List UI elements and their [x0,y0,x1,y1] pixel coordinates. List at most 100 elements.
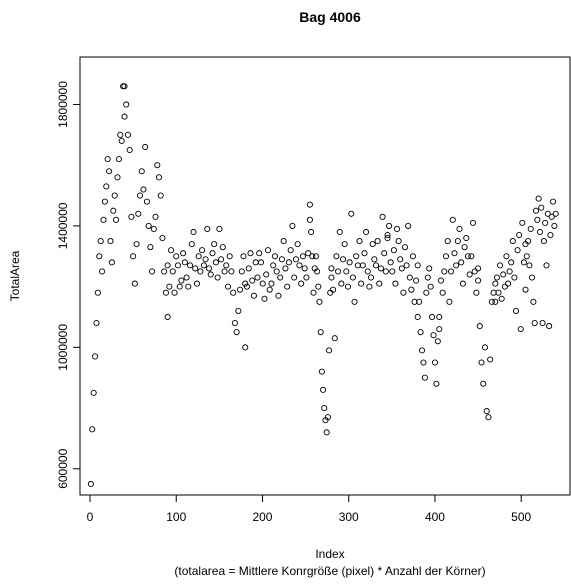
data-point [519,219,526,226]
data-point [356,238,363,245]
data-point [264,247,272,254]
data-point [164,262,171,269]
data-point [149,268,156,275]
data-point [296,262,303,269]
data-point [178,277,185,284]
data-point [504,280,512,287]
data-points [87,83,559,488]
data-point [263,271,270,278]
data-point [382,268,389,275]
x-axis-note: (totalarea = Mittlere Konrgröße (pixel) … [174,564,485,578]
data-point [147,244,154,251]
data-point [359,262,366,269]
data-point [308,228,315,236]
data-point [392,280,399,287]
y-axis-label: TotalArea [8,250,22,301]
data-point [104,156,111,163]
data-point [190,228,197,236]
data-point [426,265,433,272]
data-point [195,253,202,260]
data-point [544,210,551,217]
data-point [320,386,327,393]
data-point [335,268,342,275]
data-point [511,274,518,281]
data-point [536,228,543,236]
data-point [130,253,137,260]
data-point [301,265,308,272]
data-point [538,204,545,211]
data-point [124,131,131,138]
data-point [186,262,194,269]
data-point [150,225,157,232]
data-point [252,259,259,266]
data-point [331,335,338,342]
data-point [405,222,412,229]
data-point [416,298,423,305]
data-point [310,289,317,296]
data-point [270,262,277,269]
data-point [324,414,331,421]
data-point [180,250,187,257]
data-point [181,259,188,266]
data-point [257,259,265,266]
plot-frame [79,56,571,496]
data-point [389,268,396,275]
data-point [93,320,100,327]
data-point [371,256,378,263]
data-point [219,244,226,251]
data-point [403,262,410,269]
data-point [211,241,218,248]
data-point [436,313,443,321]
data-point [364,268,371,275]
data-point [525,238,532,245]
data-point [501,283,508,290]
data-point [429,313,436,321]
data-point [453,262,460,269]
x-axis: 0 100 200 300 400 500 [87,495,532,524]
data-point [423,289,430,296]
data-point [117,131,124,138]
data-point [327,289,334,296]
data-point [374,238,381,245]
data-point [140,186,147,193]
data-point [508,259,515,266]
data-point [316,298,323,305]
data-point [397,256,404,263]
data-point [468,253,475,260]
data-point [466,271,473,278]
data-point [495,289,502,296]
data-point [551,222,558,229]
data-point [323,429,330,436]
data-point [532,207,540,214]
data-point [159,235,166,242]
data-point [534,216,541,223]
data-point [363,228,370,236]
data-point [451,250,458,257]
data-point [490,289,497,296]
x-tick-label: 400 [425,510,445,524]
data-point [354,262,361,269]
data-point [381,250,388,257]
data-point [242,344,249,351]
data-point [330,286,337,293]
data-point [110,207,117,214]
data-point [271,253,278,260]
data-point [483,408,490,415]
data-point [285,259,292,266]
data-point [394,225,401,232]
data-point [543,262,550,269]
data-point [417,329,424,336]
data-point [99,268,106,275]
data-point [96,253,103,260]
data-point [369,241,376,248]
data-point [427,283,434,290]
data-point [456,225,463,232]
data-point [475,265,482,272]
data-point [420,359,427,366]
data-point [136,192,144,199]
data-point [516,231,523,239]
data-point [406,274,413,281]
data-point [207,271,214,278]
data-point [376,280,383,287]
data-point [463,235,470,242]
